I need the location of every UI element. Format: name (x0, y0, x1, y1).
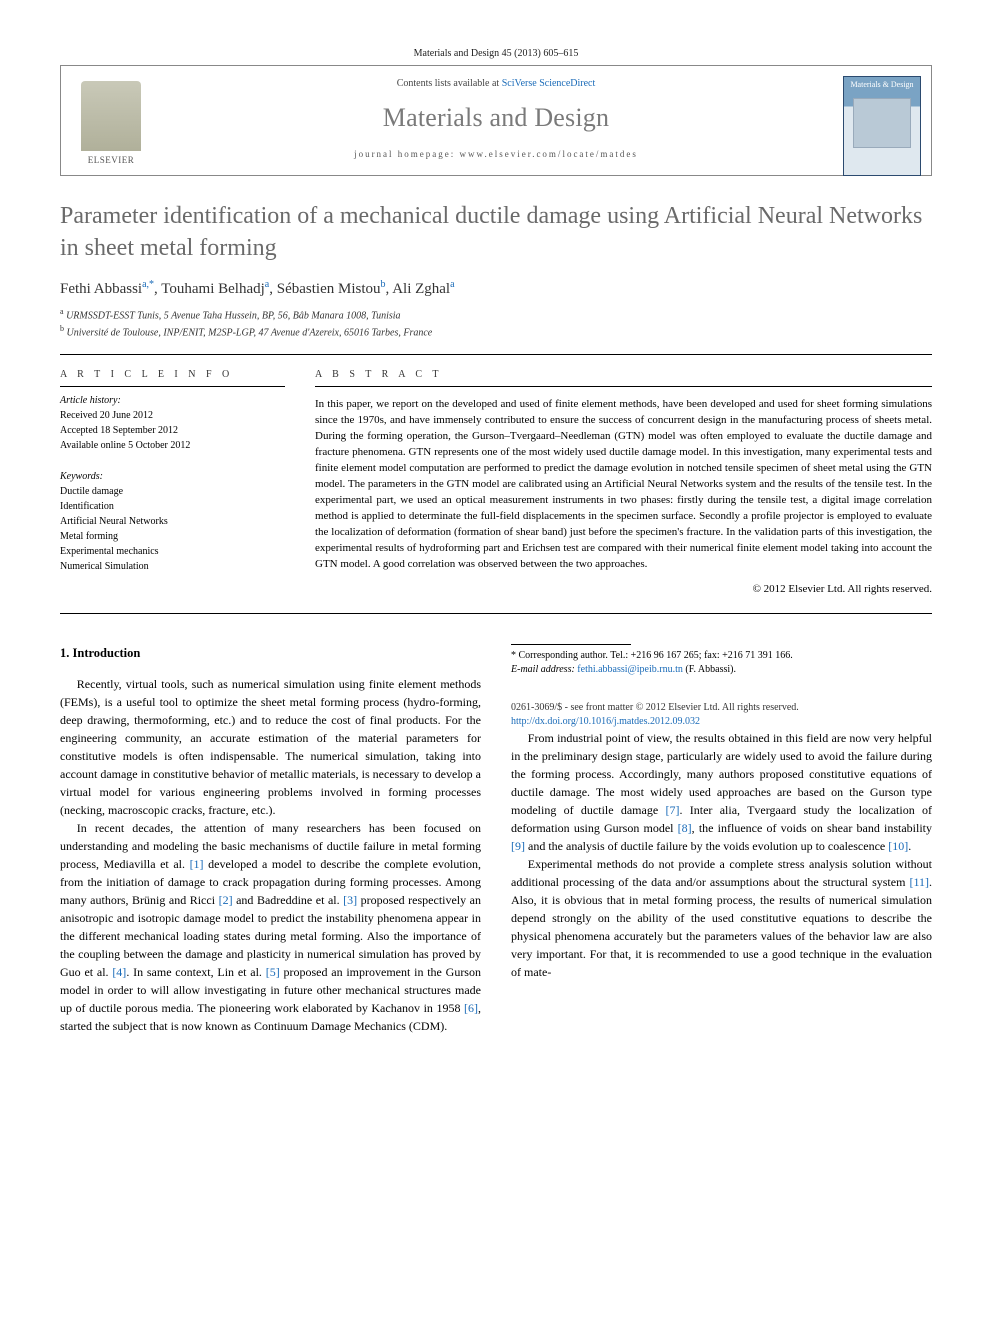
ref-7[interactable]: [7] (665, 803, 679, 817)
abstract-body: In this paper, we report on the develope… (315, 397, 932, 572)
author-3-affil: b (381, 279, 386, 290)
p3-part-d: and the analysis of ductile failure by t… (525, 839, 888, 853)
p2-part-e: . In same context, Lin et al. (126, 965, 265, 979)
footnote-rule (511, 644, 631, 645)
divider-rule (60, 613, 932, 614)
keyword-6: Numerical Simulation (60, 559, 285, 574)
author-2-affil: a (265, 279, 269, 290)
footer-copyright: 0261-3069/$ - see front matter © 2012 El… (511, 701, 932, 715)
abstract-copyright: © 2012 Elsevier Ltd. All rights reserved… (315, 583, 932, 595)
ref-8[interactable]: [8] (678, 821, 692, 835)
ref-11[interactable]: [11] (909, 875, 929, 889)
email-address[interactable]: fethi.abbassi@ipeib.rnu.tn (577, 664, 683, 675)
affiliation-a: URMSSDT-ESST Tunis, 5 Avenue Taha Hussei… (66, 310, 400, 321)
p3-part-e: . (908, 839, 911, 853)
section-title: Introduction (73, 646, 141, 660)
contents-available-line: Contents lists available at SciVerse Sci… (181, 78, 811, 89)
paragraph-1: Recently, virtual tools, such as numeric… (60, 675, 481, 819)
body-text: 1. Introduction Recently, virtual tools,… (60, 644, 932, 1035)
affiliations: a URMSSDT-ESST Tunis, 5 Avenue Taha Huss… (60, 306, 932, 341)
author-4: Ali Zghal (392, 281, 450, 297)
author-4-affil: a (450, 279, 454, 290)
email-label: E-mail address: (511, 664, 575, 675)
article-title: Parameter identification of a mechanical… (60, 200, 932, 265)
p4-part-b: . Also, it is obvious that in metal form… (511, 875, 932, 979)
keyword-3: Artificial Neural Networks (60, 514, 285, 529)
ref-4[interactable]: [4] (112, 965, 126, 979)
ref-9[interactable]: [9] (511, 839, 525, 853)
paragraph-4: Experimental methods do not provide a co… (511, 855, 932, 981)
sciencedirect-link[interactable]: SciVerse ScienceDirect (502, 78, 596, 89)
history-received: Received 20 June 2012 (60, 408, 285, 423)
history-accepted: Accepted 18 September 2012 (60, 423, 285, 438)
author-1: Fethi Abbassi (60, 281, 142, 297)
footer-block: 0261-3069/$ - see front matter © 2012 El… (511, 701, 932, 729)
journal-header-box: ELSEVIER Materials & Design Contents lis… (60, 65, 932, 176)
email-who: (F. Abbassi). (685, 664, 736, 675)
contents-prefix: Contents lists available at (397, 78, 502, 89)
keywords-label: Keywords: (60, 471, 285, 482)
section-number: 1. (60, 646, 69, 660)
journal-homepage-line: journal homepage: www.elsevier.com/locat… (181, 149, 811, 159)
history-online: Available online 5 October 2012 (60, 438, 285, 453)
elsevier-tree-icon (81, 81, 141, 151)
journal-name: Materials and Design (181, 103, 811, 133)
article-history-label: Article history: (60, 395, 285, 406)
ref-10[interactable]: [10] (888, 839, 908, 853)
keyword-5: Experimental mechanics (60, 544, 285, 559)
p2-part-c: and Badreddine et al. (233, 893, 344, 907)
author-list: Fethi Abbassia,*, Touhami Belhadja, Séba… (60, 279, 932, 298)
author-3: Sébastien Mistou (277, 281, 381, 297)
ref-1[interactable]: [1] (190, 857, 204, 871)
corresponding-author: * Corresponding author. Tel.: +216 96 16… (511, 649, 932, 663)
keyword-1: Ductile damage (60, 484, 285, 499)
ref-5[interactable]: [5] (266, 965, 280, 979)
author-2: Touhami Belhadj (161, 281, 265, 297)
elsevier-logo: ELSEVIER (71, 76, 151, 165)
article-info-heading: A R T I C L E I N F O (60, 355, 285, 387)
footnotes: * Corresponding author. Tel.: +216 96 16… (511, 649, 932, 677)
keyword-2: Identification (60, 499, 285, 514)
journal-cover-thumbnail: Materials & Design (843, 76, 921, 176)
citation-line: Materials and Design 45 (2013) 605–615 (60, 48, 932, 59)
abstract-column: A B S T R A C T In this paper, we report… (315, 355, 932, 594)
cover-image-placeholder (853, 98, 911, 148)
ref-3[interactable]: [3] (343, 893, 357, 907)
paragraph-3: From industrial point of view, the resul… (511, 729, 932, 855)
section-1-heading: 1. Introduction (60, 644, 481, 663)
article-info-column: A R T I C L E I N F O Article history: R… (60, 355, 285, 594)
doi-link[interactable]: http://dx.doi.org/10.1016/j.matdes.2012.… (511, 715, 932, 729)
affiliation-b: Université de Toulouse, INP/ENIT, M2SP-L… (67, 327, 433, 338)
cover-title: Materials & Design (848, 77, 915, 94)
paragraph-2: In recent decades, the attention of many… (60, 819, 481, 1035)
publisher-name: ELSEVIER (88, 155, 135, 165)
ref-2[interactable]: [2] (219, 893, 233, 907)
ref-6[interactable]: [6] (464, 1001, 478, 1015)
p3-part-c: , the influence of voids on shear band i… (692, 821, 932, 835)
abstract-heading: A B S T R A C T (315, 355, 932, 387)
p4-part-a: Experimental methods do not provide a co… (511, 857, 932, 889)
author-1-affil: a,* (142, 279, 154, 290)
keyword-4: Metal forming (60, 529, 285, 544)
